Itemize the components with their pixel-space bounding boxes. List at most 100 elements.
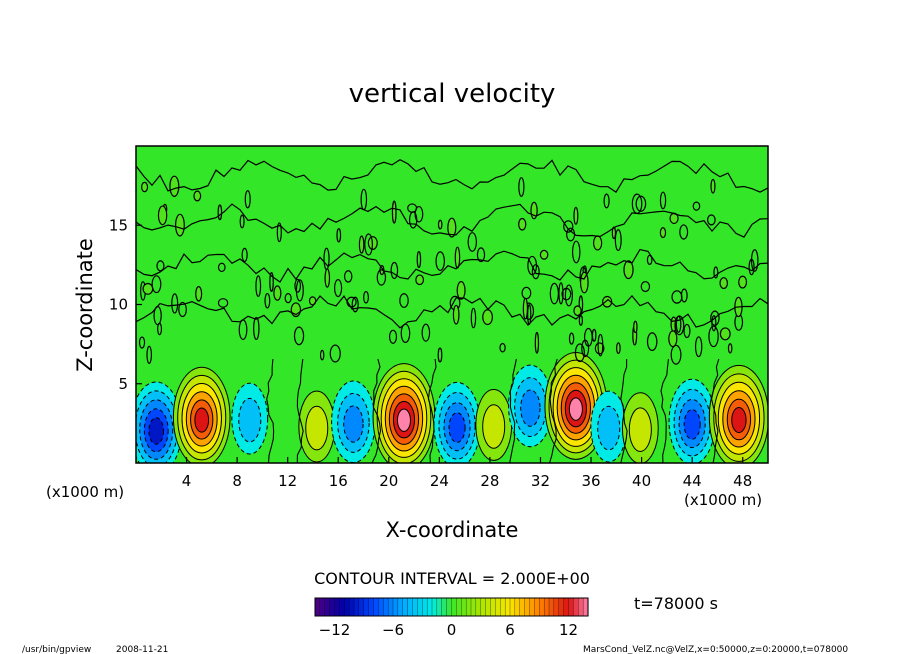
colorbar-tick-label: 12 xyxy=(559,621,578,639)
colorbar-segment xyxy=(480,597,487,617)
colorbar-tick-label: −6 xyxy=(382,621,404,639)
small-contour xyxy=(564,284,573,307)
small-contour xyxy=(435,251,446,271)
small-contour xyxy=(710,310,720,326)
small-contour xyxy=(157,205,168,226)
small-contour xyxy=(635,195,647,212)
colorbar-segment xyxy=(529,597,535,617)
colorbar-segment xyxy=(339,597,345,617)
contour-interval-text: CONTOUR INTERVAL = 2.000E+00 xyxy=(314,569,590,588)
zero-contour xyxy=(266,358,275,463)
velocity-cell xyxy=(372,363,436,463)
small-contour xyxy=(151,275,162,294)
colorbar-segment xyxy=(329,597,336,617)
small-contour xyxy=(646,254,653,265)
colorbar xyxy=(314,597,589,617)
contour-lines xyxy=(136,159,768,463)
small-contour xyxy=(264,292,271,309)
small-contour xyxy=(241,247,248,263)
velocity-cell xyxy=(668,378,716,463)
x-tick-label: 36 xyxy=(581,472,600,490)
small-contour xyxy=(659,191,667,210)
small-contour xyxy=(518,177,525,197)
colorbar-segment xyxy=(578,597,584,617)
contour-level xyxy=(343,405,364,443)
small-contour xyxy=(358,235,365,254)
small-contour xyxy=(456,281,466,300)
small-contour xyxy=(563,220,574,233)
contour-level xyxy=(305,405,329,451)
small-contour xyxy=(217,204,223,221)
x-axis: 4 8 12 16 20 24 28 32 36 40 44 48 xyxy=(182,457,752,490)
small-contour xyxy=(671,290,683,304)
small-contour xyxy=(319,349,325,361)
small-contour xyxy=(706,214,716,226)
small-contour xyxy=(437,347,443,363)
colorbar-segment xyxy=(353,597,360,617)
small-contour xyxy=(146,345,153,364)
colorbar-segment xyxy=(446,597,453,617)
small-contour xyxy=(293,326,305,346)
small-contour xyxy=(692,201,701,211)
small-contour xyxy=(416,250,422,269)
colorbar-segment xyxy=(392,597,399,617)
small-contour xyxy=(156,260,165,272)
small-contour xyxy=(668,330,678,348)
colorbar-segment xyxy=(456,597,462,617)
small-contour xyxy=(738,275,748,289)
zero-contour xyxy=(427,358,437,463)
colorbar-segment xyxy=(470,597,477,617)
z-unit-label: (x1000 m) xyxy=(46,483,124,501)
small-contour xyxy=(169,175,180,197)
colorbar-segment xyxy=(387,597,394,617)
small-contour xyxy=(603,193,610,209)
colorbar-segment xyxy=(324,597,331,617)
contour-level xyxy=(520,389,541,427)
small-contour xyxy=(583,327,593,347)
x-tick-label: 24 xyxy=(430,472,449,490)
colorbar-segment xyxy=(334,597,340,617)
small-contour xyxy=(276,222,282,243)
contour-level xyxy=(238,397,262,443)
colorbar-segment xyxy=(509,597,516,617)
small-contour xyxy=(602,295,613,308)
y-tick-label: 10 xyxy=(109,296,128,314)
colorbar-segment xyxy=(490,597,496,617)
x-tick-label: 8 xyxy=(232,472,242,490)
colorbar-segment xyxy=(368,597,375,617)
small-contour xyxy=(482,309,493,326)
zero-contour xyxy=(711,358,720,463)
colorbar-segment xyxy=(426,597,433,617)
small-contour xyxy=(407,203,418,213)
colorbar-tick-label: 6 xyxy=(505,621,515,639)
velocity-cell xyxy=(590,390,628,463)
colorbar-segment xyxy=(378,597,384,617)
x-tick-label: 12 xyxy=(278,472,297,490)
x-tick-label: 16 xyxy=(329,472,348,490)
colorbar-segment xyxy=(412,597,418,617)
small-contour xyxy=(336,228,342,243)
small-contour xyxy=(719,277,729,290)
small-contour xyxy=(670,344,682,365)
small-contour xyxy=(217,298,229,308)
small-contour xyxy=(646,332,658,351)
colorbar-segment xyxy=(358,597,365,617)
colorbar-segment xyxy=(383,597,389,617)
colorbar-segment xyxy=(402,597,409,617)
small-contour xyxy=(363,290,369,304)
small-contour xyxy=(437,219,443,230)
small-contour xyxy=(447,217,457,238)
small-contour xyxy=(531,264,540,280)
x-tick-label: 32 xyxy=(531,472,550,490)
velocity-cell xyxy=(298,390,336,463)
colorbar-segment xyxy=(495,597,501,617)
colorbar-segment xyxy=(568,597,574,617)
colorbar-segment xyxy=(348,597,355,617)
small-contour xyxy=(329,344,341,363)
colorbar-tick-label: −12 xyxy=(319,621,351,639)
small-contour xyxy=(534,331,540,354)
small-contour xyxy=(333,278,343,298)
contour-line xyxy=(136,294,768,329)
small-contour xyxy=(633,320,638,334)
